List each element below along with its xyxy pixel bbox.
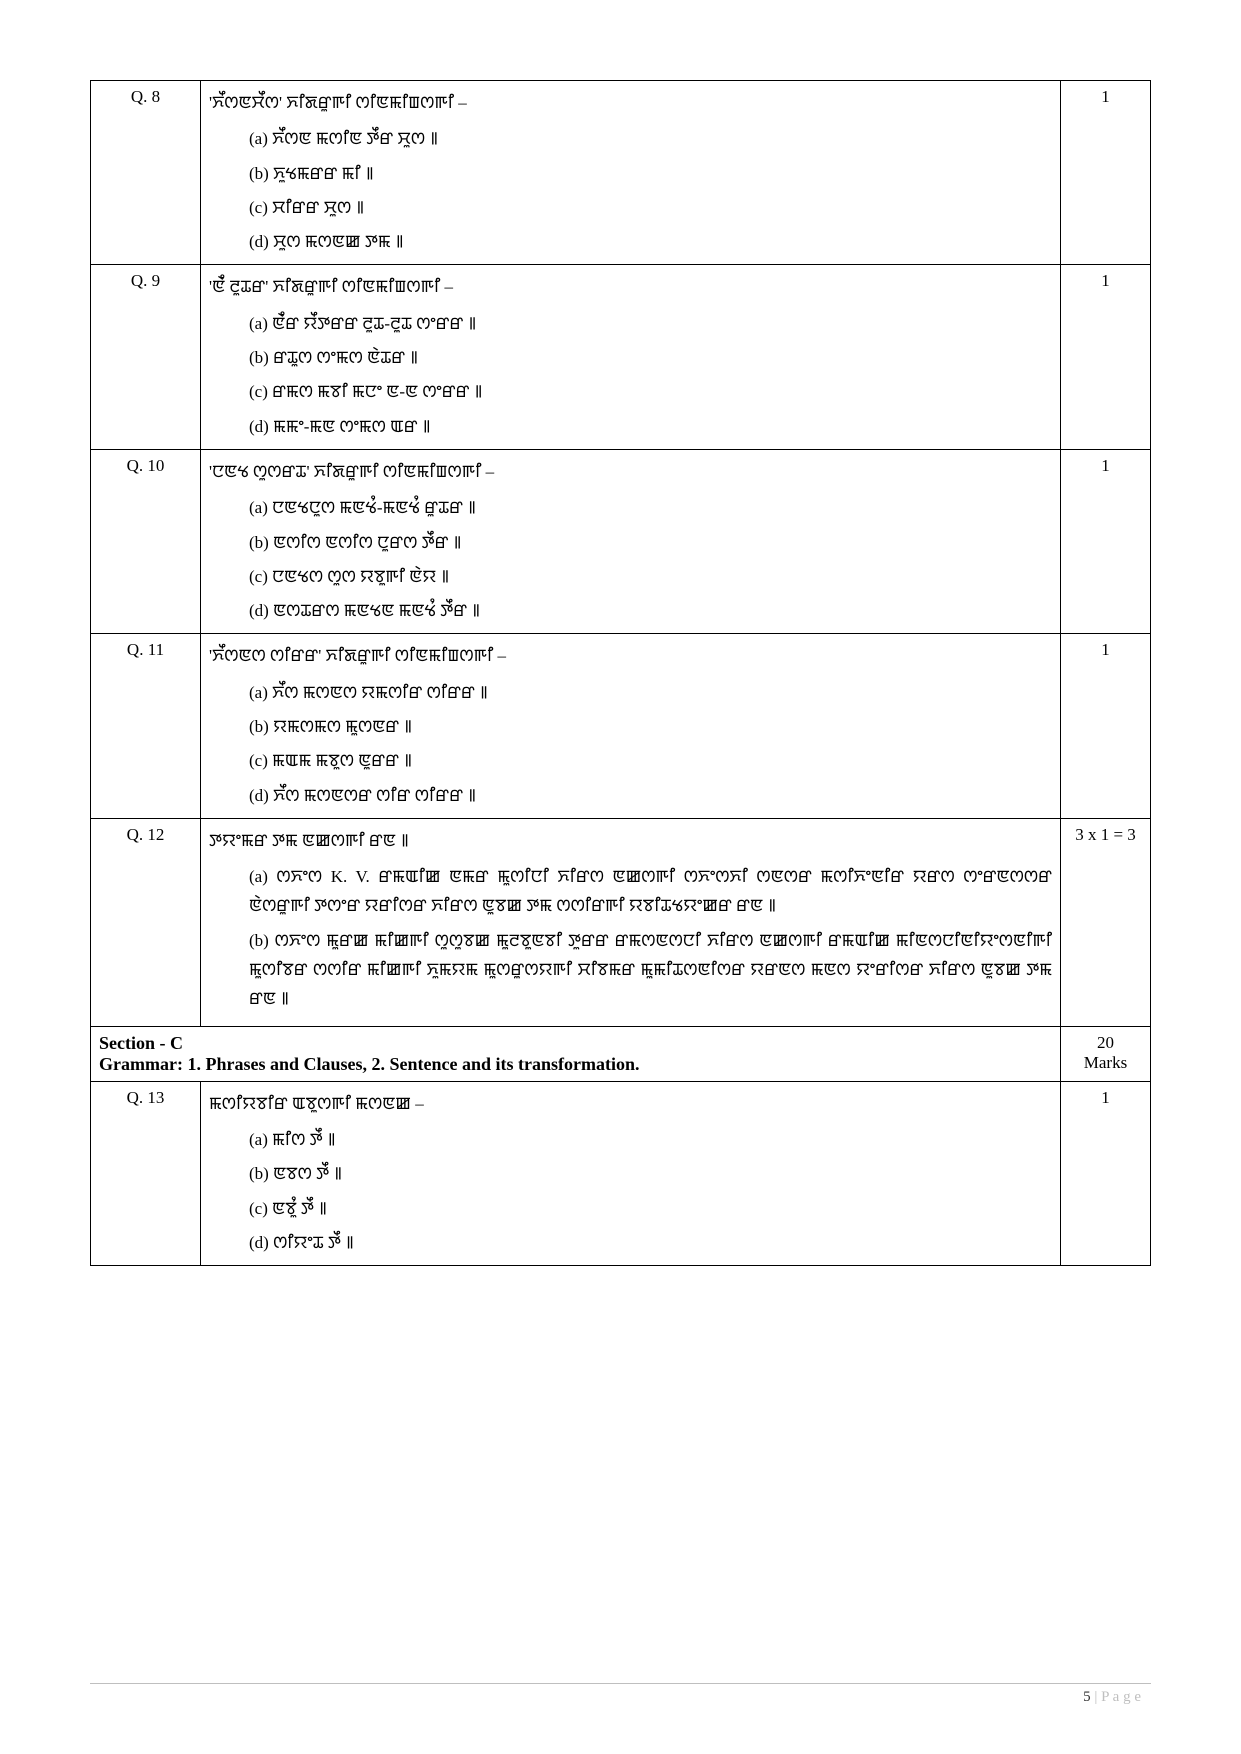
q8-stem: 'ꯈꯩꯁꯟꯆꯩꯁ' ꯈꯤꯗꯔꯨꯒꯤ ꯁꯤꯟꯃꯤꯡꯁꯒꯤ –	[209, 87, 1052, 119]
q9-number: Q. 9	[91, 265, 201, 449]
q9-opt-b: (b) ꯔꯊꯨꯁ ꯁꯦꯃꯁ ꯟꯥꯊꯔ ꯫	[209, 342, 1052, 374]
q13-number: Q. 13	[91, 1081, 201, 1265]
q9-opt-c: (c) ꯔꯃꯁ ꯃꯕꯤ ꯃꯅꯦ ꯟ-ꯟ ꯁꯦꯔꯔ ꯫	[209, 376, 1052, 408]
q8-opt-d: (d) ꯆꯨꯁ ꯃꯁꯟꯀ ꯇꯃ ꯫	[209, 226, 1052, 258]
q8-opt-a: (a) ꯈꯩꯁꯟ ꯃꯁꯤꯟ ꯇꯩꯔ ꯆꯨꯁ ꯫	[209, 123, 1052, 155]
footer-divider	[90, 1683, 1151, 1684]
q13-body: ꯃꯁꯤꯌꯕꯤꯔ ꯑꯕꯨꯁꯒꯤ ꯃꯁꯟꯀ – (a) ꯃꯤꯁ ꯇꯩ ꯫ (b) ꯟ…	[201, 1081, 1061, 1265]
q13-marks: 1	[1061, 1081, 1151, 1265]
q9-stem: 'ꯟꯥꯪ ꯂꯨꯊꯔ' ꯈꯤꯗꯔꯨꯒꯤ ꯁꯤꯟꯃꯤꯡꯁꯒꯤ –	[209, 271, 1052, 303]
q11-stem: 'ꯈꯩꯁꯟꯁ ꯁꯤꯔꯔ' ꯈꯤꯗꯔꯨꯒꯤ ꯁꯤꯟꯃꯤꯡꯁꯒꯤ –	[209, 640, 1052, 672]
section-c-marks: 20 Marks	[1061, 1026, 1151, 1081]
q8-opt-c: (c) ꯆꯤꯔꯔ ꯆꯨꯁ ꯫	[209, 192, 1052, 224]
footer-page-no: 5	[1083, 1689, 1091, 1705]
q11-opt-a: (a) ꯈꯩꯁ ꯃꯁꯟꯁ ꯌꯃꯁꯤꯔ ꯁꯤꯔꯔ ꯫	[209, 677, 1052, 709]
q12-number: Q. 12	[91, 818, 201, 1026]
q12-marks: 3 x 1 = 3	[1061, 818, 1151, 1026]
section-c-marks-num: 20	[1069, 1033, 1142, 1053]
q12-stem: ꯇꯌꯦꯃꯔ ꯇꯃ ꯟꯀꯁꯒꯤ ꯔꯟ ꯫	[209, 825, 1052, 857]
q11-number: Q. 11	[91, 634, 201, 818]
section-c-sub: Grammar: 1. Phrases and Clauses, 2. Sent…	[99, 1054, 1052, 1075]
q10-opt-a: (a) ꯅꯟꯠꯅꯨꯁ ꯃꯟꯠꯪ-ꯃꯟꯠꯪ ꯔꯨꯊꯔ ꯫	[209, 492, 1052, 524]
question-table: Q. 8 'ꯈꯩꯁꯟꯆꯩꯁ' ꯈꯤꯗꯔꯨꯒꯤ ꯁꯤꯟꯃꯤꯡꯁꯒꯤ – (a) ꯈ…	[90, 80, 1151, 1266]
q11-body: 'ꯈꯩꯁꯟꯁ ꯁꯤꯔꯔ' ꯈꯤꯗꯔꯨꯒꯤ ꯁꯤꯟꯃꯤꯡꯁꯒꯤ – (a) ꯈꯩꯁ…	[201, 634, 1061, 818]
q12-body: ꯇꯌꯦꯃꯔ ꯇꯃ ꯟꯀꯁꯒꯤ ꯔꯟ ꯫ (a) ꯁꯈꯦꯁ K. V. ꯔꯃꯑꯤꯀ…	[201, 818, 1061, 1026]
section-c-cell: Section - C Grammar: 1. Phrases and Clau…	[91, 1026, 1061, 1081]
section-c-marks-label: Marks	[1069, 1053, 1142, 1073]
q10-body: 'ꯅꯟꯠ ꯁꯨꯁꯔꯊ' ꯈꯤꯗꯔꯨꯒꯤ ꯁꯤꯟꯃꯤꯡꯁꯒꯤ – (a) ꯅꯟꯠꯅ…	[201, 449, 1061, 633]
q10-stem: 'ꯅꯟꯠ ꯁꯨꯁꯔꯊ' ꯈꯤꯗꯔꯨꯒꯤ ꯁꯤꯟꯃꯤꯡꯁꯒꯤ –	[209, 456, 1052, 488]
footer-sep: |	[1091, 1689, 1102, 1705]
footer-label: P a g e	[1101, 1689, 1141, 1705]
q10-opt-b: (b) ꯟꯁꯤꯁ ꯟꯁꯤꯁ ꯅꯨꯔꯁ ꯇꯩꯔ ꯫	[209, 527, 1052, 559]
q9-opt-a: (a) ꯟꯥꯪꯔ ꯌꯩꯇꯔꯔ ꯂꯨꯊ-ꯂꯨꯊ ꯁꯦꯔꯔ ꯫	[209, 308, 1052, 340]
page-footer: 5 | P a g e	[1083, 1689, 1141, 1706]
q10-opt-d: (d) ꯟꯁꯊꯔꯁ ꯃꯟꯠꯟ ꯃꯟꯠꯪ ꯇꯩꯔ ꯫	[209, 595, 1052, 627]
q13-opt-c: (c) ꯟꯕꯨꯪ ꯇꯩ ꯫	[209, 1193, 1052, 1225]
q13-stem: ꯃꯁꯤꯌꯕꯤꯔ ꯑꯕꯨꯁꯒꯤ ꯃꯁꯟꯀ –	[209, 1088, 1052, 1120]
q11-opt-d: (d) ꯈꯩꯁ ꯃꯁꯟꯁꯔ ꯁꯤꯔ ꯁꯤꯔꯔ ꯫	[209, 780, 1052, 812]
q8-number: Q. 8	[91, 81, 201, 265]
q10-number: Q. 10	[91, 449, 201, 633]
q10-opt-c: (c) ꯅꯟꯠꯁ ꯁꯨꯁ ꯌꯕꯨꯒꯤ ꯟꯥꯌ ꯫	[209, 561, 1052, 593]
q12-para-b: (b) ꯁꯈꯦꯁ ꯃꯨꯔꯀ ꯃꯤꯀꯒꯤ ꯁꯨꯁꯨꯕꯀ ꯃꯨꯂꯕꯨꯟꯕꯤ ꯇꯨꯔꯔ…	[209, 927, 1052, 1014]
q13-opt-d: (d) ꯁꯤꯌꯦꯊ ꯇꯩ ꯫	[209, 1227, 1052, 1259]
q9-marks: 1	[1061, 265, 1151, 449]
q10-marks: 1	[1061, 449, 1151, 633]
q9-body: 'ꯟꯥꯪ ꯂꯨꯊꯔ' ꯈꯤꯗꯔꯨꯒꯤ ꯁꯤꯟꯃꯤꯡꯁꯒꯤ – (a) ꯟꯥꯪꯔ …	[201, 265, 1061, 449]
q9-opt-d: (d) ꯃꯃꯦ-ꯃꯟ ꯁꯦꯃꯁ ꯑꯔ ꯫	[209, 411, 1052, 443]
q12-para-a: (a) ꯁꯈꯦꯁ K. V. ꯔꯃꯑꯤꯀ ꯟꯃꯔ ꯃꯨꯁꯤꯅꯤ ꯈꯤꯔꯁ ꯟꯀꯁ…	[209, 863, 1052, 921]
q8-body: 'ꯈꯩꯁꯟꯆꯩꯁ' ꯈꯤꯗꯔꯨꯒꯤ ꯁꯤꯟꯃꯤꯡꯁꯒꯤ – (a) ꯈꯩꯁꯟ ꯃ…	[201, 81, 1061, 265]
q8-marks: 1	[1061, 81, 1151, 265]
q11-marks: 1	[1061, 634, 1151, 818]
q11-opt-b: (b) ꯌꯃꯁꯃꯁ ꯃꯨꯁꯟꯔ ꯫	[209, 711, 1052, 743]
q8-opt-b: (b) ꯈꯨꯠꯃꯔꯔ ꯃꯤ ꯫	[209, 158, 1052, 190]
q13-opt-b: (b) ꯟꯕꯁ ꯇꯩ ꯫	[209, 1158, 1052, 1190]
section-c-title: Section - C	[99, 1033, 1052, 1054]
q13-opt-a: (a) ꯃꯤꯁ ꯇꯩ ꯫	[209, 1124, 1052, 1156]
q11-opt-c: (c) ꯃꯑꯃ ꯃꯕꯨꯁ ꯟꯨꯔꯔ ꯫	[209, 745, 1052, 777]
